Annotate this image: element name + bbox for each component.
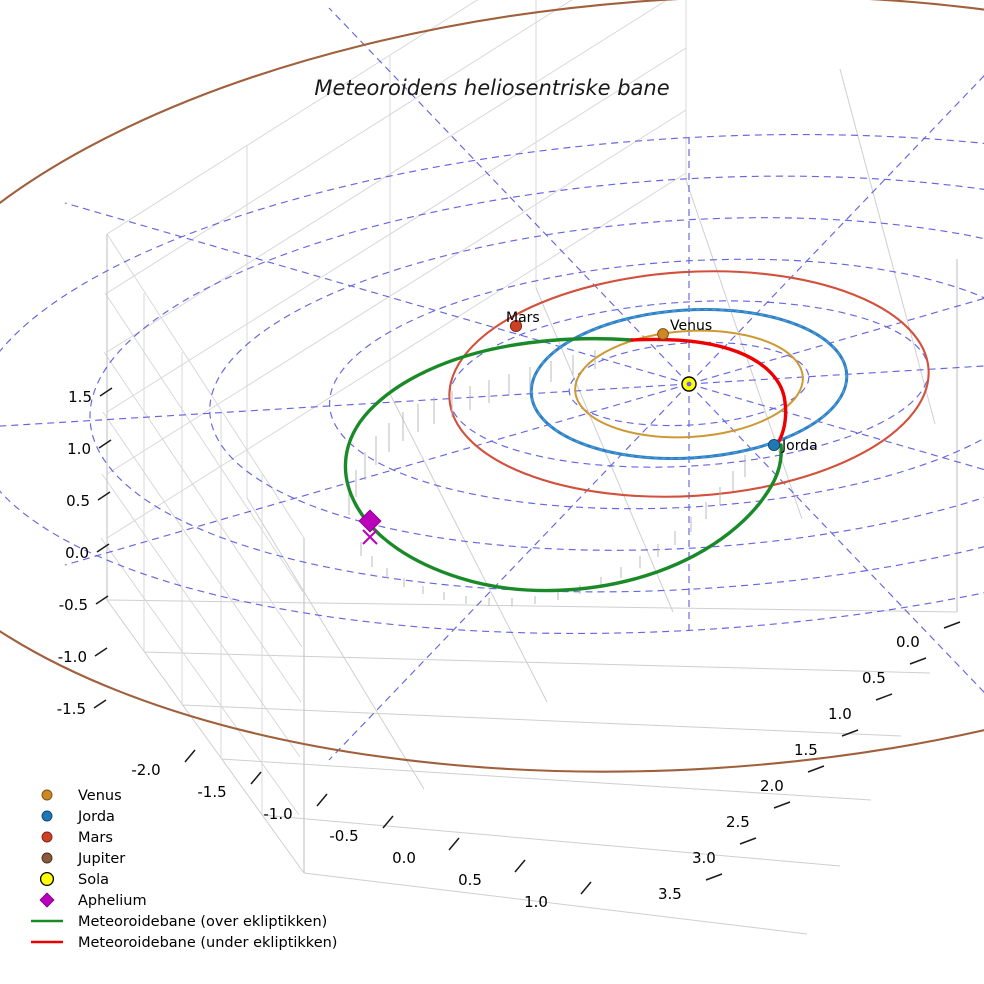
legend-label: Jupiter: [77, 851, 125, 867]
legend-item-jorda[interactable]: Jorda: [41, 809, 115, 825]
orbit-mars: [448, 270, 930, 498]
marker-sola: [681, 376, 697, 392]
z-tick-label: -1.5: [57, 700, 86, 718]
legend-item-jupiter[interactable]: Jupiter: [41, 851, 125, 867]
legend: Venus Jorda Mars Jupiter: [31, 788, 337, 951]
legend-label: Meteoroidebane (under ekliptikken): [78, 935, 337, 951]
legend-label: Aphelium: [78, 893, 147, 909]
page-title: Meteoroidens heliosentriske bane: [314, 76, 669, 100]
tick-marks: [93, 387, 961, 895]
orbit-venus: [574, 329, 804, 439]
y-tick-label: 2.5: [726, 813, 750, 831]
marker-aphelium-projection: [362, 529, 378, 545]
legend-item-under-ecliptic[interactable]: Meteoroidebane (under ekliptikken): [31, 935, 337, 951]
legend-item-mars[interactable]: Mars: [41, 830, 113, 846]
aphelium-diamond-icon: [39, 892, 55, 908]
y-tick-label: 1.5: [794, 741, 818, 759]
legend-item-sola[interactable]: Sola: [39, 871, 109, 888]
z-tick-label: 1.5: [68, 388, 92, 406]
x-tick-label: -1.5: [197, 783, 226, 801]
label-mars: Mars: [506, 310, 540, 326]
legend-item-venus[interactable]: Venus: [41, 788, 122, 804]
y-tick-label: 0.0: [896, 633, 920, 651]
polar-spokes: [0, 7, 984, 761]
jorda-marker-icon: [41, 810, 53, 822]
legend-label: Meteoroidebane (over ekliptikken): [78, 914, 327, 930]
legend-label: Jorda: [77, 809, 115, 825]
x-tick-label: -2.0: [131, 761, 160, 779]
z-tick-label: 0.5: [66, 492, 90, 510]
x-tick-label: 1.0: [524, 893, 548, 911]
floor-grid: [106, 68, 958, 935]
y-tick-label: 1.0: [828, 705, 852, 723]
x-axis-tick-labels: -2.0 -1.5 -1.0 -0.5 0.0 0.5 1.0: [131, 761, 548, 911]
y-tick-label: 0.5: [862, 669, 886, 687]
polar-reference-grid: [0, 7, 984, 761]
orbit-jorda: [529, 308, 849, 460]
x-tick-label: 0.5: [458, 871, 482, 889]
sola-marker-icon: [39, 871, 55, 887]
marker-mars: [509, 319, 523, 333]
z-axis-tick-labels: 1.5 1.0 0.5 0.0 -0.5 -1.0 -1.5: [57, 388, 92, 718]
z-tick-label: -0.5: [59, 596, 88, 614]
jupiter-marker-icon: [41, 852, 53, 864]
z-tick-label: 0.0: [65, 544, 89, 562]
venus-marker-icon: [41, 789, 53, 801]
marker-jorda: [767, 438, 781, 452]
legend-label: Sola: [78, 872, 109, 888]
y-axis-tick-labels: 0.0 0.5 1.0 1.5 2.0 2.5 3.0 3.5: [658, 633, 920, 903]
meteoroid-orbit-below-ecliptic: [630, 337, 788, 447]
legend-label: Venus: [78, 788, 122, 804]
legend-label: Mars: [78, 830, 113, 846]
axes-panes: [100, 0, 958, 935]
x-tick-label: -1.0: [263, 805, 292, 823]
mars-marker-icon: [41, 831, 53, 843]
z-tick-label: 1.0: [67, 440, 91, 458]
z-tick-label: -1.0: [58, 648, 87, 666]
legend-item-aphelium[interactable]: Aphelium: [39, 892, 147, 909]
meteoroid-orbit-above-ecliptic: [343, 336, 783, 593]
label-jorda: Jorda: [781, 438, 818, 454]
y-tick-label: 3.0: [692, 849, 716, 867]
marker-venus: [657, 328, 669, 340]
y-tick-label: 2.0: [760, 777, 784, 795]
x-tick-label: -0.5: [329, 827, 358, 845]
orbit-jupiter: [0, 0, 984, 773]
marker-aphelium: [358, 509, 382, 533]
y-tick-label: 3.5: [658, 885, 682, 903]
label-venus: Venus: [670, 318, 712, 334]
legend-item-over-ecliptic[interactable]: Meteoroidebane (over ekliptikken): [31, 914, 327, 930]
x-tick-label: 0.0: [392, 849, 416, 867]
